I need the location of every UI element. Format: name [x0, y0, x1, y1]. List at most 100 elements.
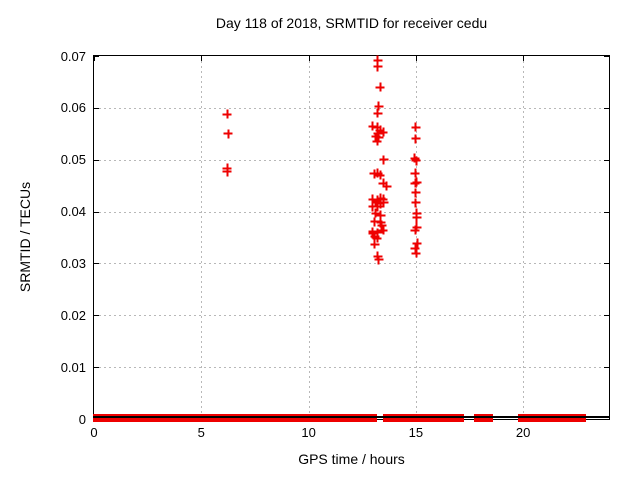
- data-point-marker: [410, 168, 420, 178]
- data-point-marker: [371, 198, 381, 208]
- zero-line-segment: [415, 414, 464, 422]
- data-point-marker: [411, 248, 421, 258]
- data-point-marker: [372, 122, 382, 132]
- data-point-marker: [370, 232, 380, 242]
- y-tick-label: 0.05: [60, 152, 86, 168]
- data-point-marker: [368, 121, 378, 131]
- x-gridline: [201, 56, 203, 419]
- zero-line-segment: [480, 414, 488, 422]
- data-point-marker: [374, 133, 384, 143]
- data-point-marker: [379, 155, 389, 165]
- x-axis-baseline: [93, 416, 610, 418]
- y-tick-mark-right: [604, 107, 609, 109]
- y-gridline: [94, 263, 609, 265]
- y-tick-mark: [94, 367, 99, 369]
- zero-line-segment: [474, 414, 481, 422]
- zero-line-segment: [382, 414, 416, 422]
- data-point-marker: [370, 217, 380, 227]
- data-point-marker: [368, 229, 378, 239]
- data-point-marker: [372, 233, 382, 243]
- data-point-marker: [376, 193, 386, 203]
- y-tick-label: 0.01: [60, 359, 86, 375]
- x-tick-label: 20: [515, 425, 531, 440]
- y-tick-mark-right: [604, 315, 609, 317]
- data-point-marker: [375, 125, 385, 135]
- data-point-marker: [412, 208, 422, 218]
- x-axis-label: GPS time / hours: [298, 451, 405, 467]
- data-point-marker: [371, 208, 381, 218]
- data-point-marker: [222, 109, 232, 119]
- plot-area: [92, 55, 610, 422]
- y-tick-mark: [94, 159, 99, 161]
- data-point-marker: [412, 213, 422, 223]
- y-tick-label: 0: [78, 411, 86, 427]
- y-tick-mark: [94, 315, 99, 317]
- y-tick-mark-right: [604, 211, 609, 213]
- data-point-marker: [379, 198, 389, 208]
- y-tick-mark-right: [604, 56, 609, 57]
- data-point-marker: [410, 225, 420, 235]
- data-point-marker: [371, 132, 381, 142]
- data-point-marker: [411, 188, 421, 198]
- data-point-marker: [382, 181, 392, 191]
- data-point-marker: [373, 251, 383, 261]
- data-point-marker: [376, 210, 386, 220]
- data-point-marker: [375, 82, 385, 92]
- data-point-marker: [411, 156, 421, 166]
- data-point-marker: [223, 129, 233, 139]
- data-point-marker: [373, 168, 383, 178]
- zero-line-segment: [486, 414, 493, 422]
- y-gridline: [94, 211, 609, 213]
- data-point-marker: [410, 178, 420, 188]
- y-tick-mark: [94, 263, 99, 265]
- y-gridline: [94, 367, 609, 369]
- y-axis-label: SRMTID / TECUs: [17, 181, 33, 293]
- data-point-marker: [411, 198, 421, 208]
- data-point-marker: [411, 122, 421, 132]
- data-point-marker: [374, 255, 384, 265]
- data-point-marker: [376, 218, 386, 228]
- x-tick-mark-top: [415, 56, 417, 61]
- data-point-marker: [373, 202, 383, 212]
- x-gridline: [523, 56, 525, 419]
- zero-line-segment: [522, 414, 587, 422]
- data-point-marker: [411, 134, 421, 144]
- y-tick-mark-right: [604, 419, 609, 420]
- y-gridline: [94, 159, 609, 161]
- data-point-marker: [373, 55, 383, 65]
- y-gridline: [94, 315, 609, 317]
- y-tick-mark-right: [604, 159, 609, 161]
- x-tick-label: 10: [301, 425, 316, 440]
- data-point-marker: [372, 136, 382, 146]
- y-tick-mark-right: [604, 263, 609, 265]
- y-tick-label: 0.02: [60, 307, 86, 323]
- data-point-marker: [373, 228, 383, 238]
- data-point-marker: [410, 244, 420, 254]
- x-tick-mark-top: [201, 56, 203, 61]
- x-tick-mark-top: [308, 56, 310, 61]
- x-tick-mark-top: [523, 56, 525, 61]
- data-point-marker: [368, 202, 378, 212]
- x-tick-mark-top: [94, 56, 95, 61]
- data-point-marker: [373, 108, 383, 118]
- x-tick-label: 15: [408, 425, 424, 440]
- y-tick-mark: [94, 107, 99, 109]
- data-point-marker: [375, 170, 385, 180]
- zero-line-segment: [92, 414, 377, 422]
- x-tick-label: 0: [90, 425, 98, 440]
- data-point-marker: [374, 101, 384, 111]
- data-point-marker: [378, 225, 388, 235]
- y-tick-mark-right: [604, 367, 609, 369]
- data-point-marker: [378, 127, 388, 137]
- zero-line-segment: [518, 414, 524, 422]
- x-gridline: [308, 56, 310, 419]
- data-point-marker: [370, 239, 380, 249]
- chart-title: Day 118 of 2018, SRMTID for receiver ced…: [215, 15, 488, 31]
- x-gridline: [415, 56, 417, 419]
- y-gridline: [94, 107, 609, 109]
- data-point-marker: [368, 194, 378, 204]
- data-point-marker: [412, 177, 422, 187]
- data-point-marker: [377, 220, 387, 230]
- y-tick-label: 0.06: [60, 100, 86, 116]
